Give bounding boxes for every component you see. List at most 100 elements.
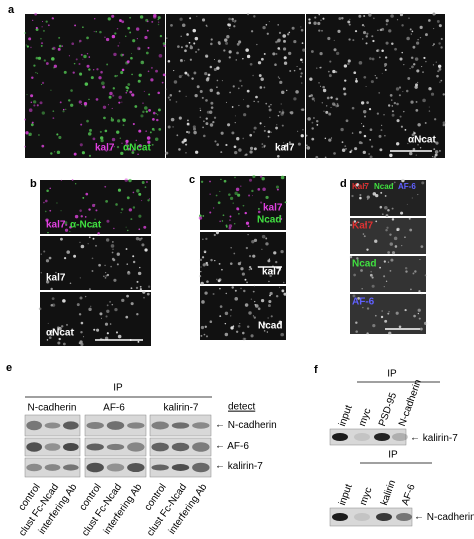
speckle bbox=[217, 201, 221, 205]
speckle bbox=[438, 42, 441, 45]
speckle bbox=[52, 117, 55, 119]
band bbox=[106, 421, 125, 430]
speckle bbox=[138, 144, 142, 148]
speckle bbox=[376, 48, 380, 53]
speckle bbox=[257, 207, 260, 210]
band bbox=[332, 433, 348, 441]
speckle bbox=[143, 225, 147, 229]
speckle bbox=[381, 310, 384, 312]
band bbox=[86, 462, 104, 473]
speckle bbox=[393, 101, 397, 105]
speckle bbox=[64, 221, 68, 225]
speckle bbox=[232, 202, 234, 204]
speckle bbox=[234, 176, 236, 179]
speckle bbox=[121, 142, 123, 145]
speckle bbox=[66, 323, 68, 326]
speckle bbox=[237, 193, 241, 197]
speckle bbox=[154, 137, 159, 141]
speckle bbox=[68, 99, 71, 102]
speckle bbox=[91, 270, 94, 272]
speckle bbox=[245, 221, 250, 225]
speckle bbox=[61, 334, 64, 336]
speckle bbox=[259, 122, 262, 125]
speckle bbox=[338, 17, 342, 20]
speckle bbox=[53, 151, 56, 153]
speckle bbox=[366, 32, 369, 35]
speckle bbox=[47, 231, 49, 234]
speckle bbox=[94, 18, 96, 20]
speckle bbox=[324, 137, 327, 140]
speckle bbox=[268, 299, 272, 304]
speckle bbox=[193, 42, 196, 45]
blot bbox=[84, 457, 147, 478]
speckle bbox=[381, 49, 384, 52]
band bbox=[127, 442, 145, 452]
speckle bbox=[80, 215, 83, 218]
speckle bbox=[35, 71, 37, 74]
speckle bbox=[209, 320, 213, 323]
speckle bbox=[377, 29, 379, 32]
speckle bbox=[141, 200, 143, 202]
speckle bbox=[375, 220, 378, 223]
speckle bbox=[26, 45, 29, 48]
speckle bbox=[396, 142, 400, 146]
speckle bbox=[249, 133, 253, 137]
speckle bbox=[414, 85, 418, 89]
speckle bbox=[245, 153, 248, 156]
speckle bbox=[104, 185, 107, 188]
speckle bbox=[219, 220, 221, 223]
speckle bbox=[252, 290, 255, 293]
speckle bbox=[116, 252, 120, 256]
speckle bbox=[279, 80, 283, 84]
speckle bbox=[167, 125, 171, 129]
band bbox=[151, 464, 169, 471]
speckle bbox=[289, 111, 292, 114]
speckle bbox=[138, 214, 142, 218]
speckle bbox=[234, 121, 236, 124]
speckle bbox=[235, 330, 239, 333]
speckle bbox=[283, 56, 287, 60]
speckle bbox=[369, 273, 373, 277]
speckle bbox=[275, 294, 279, 298]
speckle bbox=[247, 13, 250, 16]
speckle bbox=[259, 86, 263, 89]
speckle bbox=[216, 79, 219, 82]
speckle bbox=[316, 67, 318, 69]
speckle bbox=[50, 152, 53, 155]
speckle bbox=[266, 32, 269, 35]
speckle bbox=[137, 46, 141, 51]
speckle bbox=[380, 191, 383, 194]
speckle bbox=[217, 59, 221, 63]
speckle bbox=[319, 52, 323, 56]
speckle bbox=[202, 215, 205, 217]
speckle bbox=[199, 90, 203, 93]
band bbox=[171, 442, 190, 452]
speckle bbox=[142, 110, 145, 114]
speckle bbox=[136, 280, 139, 283]
speckle bbox=[220, 151, 223, 154]
speckle bbox=[341, 17, 344, 20]
speckle bbox=[250, 268, 253, 270]
speckle bbox=[355, 183, 360, 187]
speckle bbox=[198, 216, 203, 220]
speckle bbox=[116, 75, 118, 77]
speckle bbox=[401, 24, 404, 27]
speckle bbox=[263, 129, 266, 132]
speckle bbox=[370, 145, 374, 148]
speckle bbox=[248, 194, 251, 197]
speckle bbox=[269, 274, 272, 278]
speckle bbox=[80, 321, 84, 325]
speckle bbox=[410, 100, 414, 104]
speckle bbox=[74, 24, 77, 27]
speckle bbox=[80, 53, 83, 56]
speckle bbox=[101, 81, 105, 86]
lane-label: myc bbox=[357, 407, 374, 428]
speckle bbox=[368, 13, 372, 17]
speckle bbox=[131, 151, 135, 154]
band bbox=[171, 422, 190, 429]
speckle bbox=[104, 264, 106, 267]
speckle bbox=[102, 85, 106, 89]
speckle bbox=[112, 87, 115, 90]
speckle bbox=[111, 251, 114, 254]
speckle bbox=[302, 48, 306, 52]
